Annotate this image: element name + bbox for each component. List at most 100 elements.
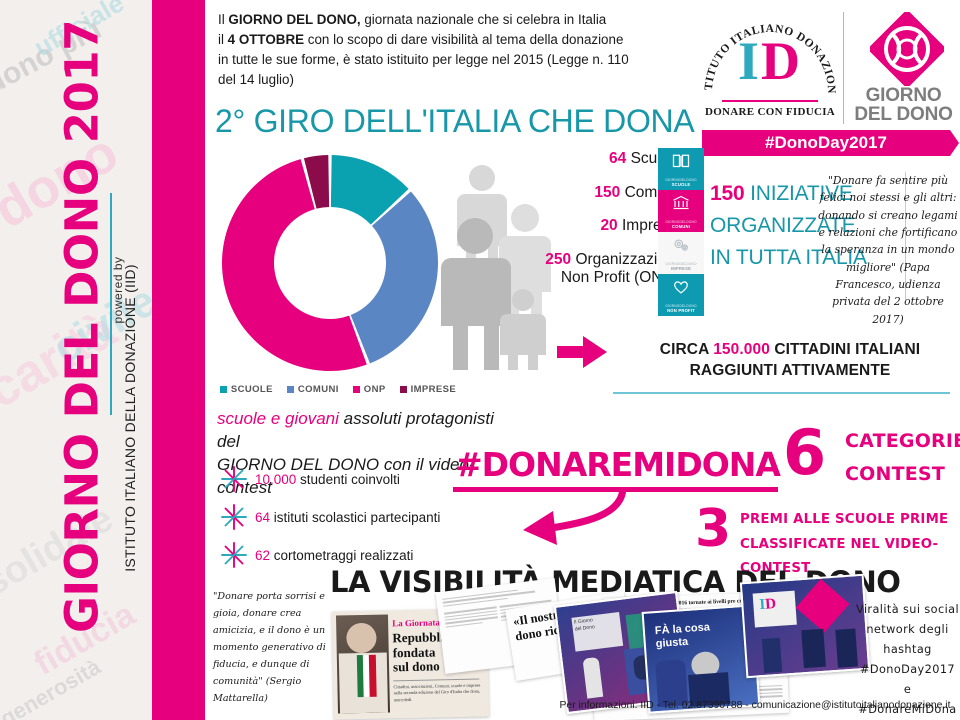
bullet-list: 10.000 studenti coinvolti 64 istituti sc… — [219, 460, 509, 574]
quote-papa-francesco: "Donare fa sentire più felici noi stessi… — [818, 174, 958, 326]
contest-three-l1: PREMI ALLE SCUOLE PRIME — [740, 512, 949, 527]
stat-row-comuni: 150 Comuni — [480, 184, 678, 203]
gdd-line2: DEL DONO — [854, 104, 953, 126]
contest-three-label: PREMI ALLE SCUOLE PRIME CLASSIFICATE NEL… — [740, 508, 960, 582]
star-burst-icon — [221, 466, 247, 492]
iniziative-line3: IN TUTTA ITALIA — [710, 245, 867, 269]
bullet-item: 62 cortometraggi realizzati — [219, 536, 509, 574]
stat-num-imprese: 20 — [600, 217, 618, 235]
tile-scuole: GIORNODELDONO SCUOLE — [658, 148, 704, 190]
legend-label: SCUOLE — [230, 384, 273, 395]
stat-num-scuole: 64 — [609, 150, 627, 167]
logo-block: ISTITUTO ITALIANO DONAZIONE I D DONARE C… — [700, 6, 959, 161]
contest-six-l2: CONTEST — [845, 463, 945, 486]
tile-nonprofit: GIORNODELDONO NON PROFIT — [658, 274, 704, 316]
accent-stripe — [152, 0, 205, 720]
circa-post: CITTADINI ITALIANI — [769, 341, 921, 358]
bullet-item: 10.000 studenti coinvolti — [219, 460, 509, 498]
circa-pre: CIRCA — [659, 341, 714, 358]
contest-six-l1: CATEGORIE — [845, 430, 960, 452]
arrow-right-icon — [557, 336, 607, 368]
tile-label-scuole: GIORNODELDONO SCUOLE — [665, 178, 697, 187]
circa-block: CIRCA 150.000 CITTADINI ITALIANI RAGGIUN… — [630, 340, 950, 382]
sidebar: dono più ufficiale dono carità civile so… — [0, 0, 152, 720]
intro-l1c: giornata nazionale che si celebra in Ita… — [360, 12, 607, 27]
intro-l1b: GIORNO DEL DONO, — [228, 12, 361, 27]
quote-mattarella: "Donare porta sorrisi e gioia, donare cr… — [213, 591, 326, 705]
main-content: Il GIORNO DEL DONO, giornata nazionale c… — [205, 0, 960, 720]
bullet-text: 62 cortometraggi realizzati — [255, 547, 414, 563]
legend-swatch — [352, 386, 360, 393]
intro-l2c: con lo scopo di dare visibilità al tema … — [304, 32, 624, 48]
gears-icon — [674, 239, 688, 251]
tile-label-comuni: GIORNODELDONO COMUNI — [665, 220, 697, 229]
photo-stage-wide: ID — [739, 573, 871, 679]
contest-three-l2: CLASSIFICATE NEL VIDEO-CONTEST — [740, 536, 939, 577]
tile-comuni: GIORNODELDONO COMUNI — [658, 190, 704, 232]
circa-divider — [613, 392, 950, 394]
diamond-flower-icon — [870, 12, 944, 86]
bullet-item: 64 istituti scolastici partecipanti — [219, 498, 509, 536]
donut-slice-scuole — [330, 155, 409, 225]
contest-three-number: 3 — [695, 499, 732, 559]
intro-paragraph: Il GIORNO DEL DONO, giornata nazionale c… — [218, 10, 698, 90]
stats-list: 64 Scuole 150 Comuni 20 Imprese 250 Orga… — [480, 150, 678, 303]
logo-letter-i: I — [738, 31, 760, 91]
page-title: 2° GIRO DELL'ITALIA CHE DONA — [215, 103, 695, 139]
legend-item-comuni: COMUNI — [286, 384, 339, 395]
legend-item-onp: ONP — [352, 384, 386, 395]
stat-num-comuni: 150 — [594, 183, 621, 201]
donut-slice-onp — [222, 159, 367, 371]
bullet-text: 64 istituti scolastici partecipanti — [255, 509, 441, 525]
stat-label-onp: Organizzazioni — [575, 250, 678, 268]
sidebar-divider — [110, 193, 112, 415]
legend-item-imprese: IMPRESE — [399, 384, 457, 395]
hashtag-donaremidona: #DONAREMIDONA — [455, 445, 781, 484]
sidebar-organization: ISTITUTO ITALIANO DELLA DONAZIONE (IID) — [122, 264, 138, 572]
stat-label-onp-2: Non Profit (ONP) — [560, 269, 678, 287]
chart-legend: SCUOLE COMUNI ONP IMPRESE — [218, 384, 458, 395]
gdd-brand: GIORNO DEL DONO — [852, 86, 955, 125]
gdd-line1: GIORNO — [865, 85, 942, 106]
icon-tiles: GIORNODELDONO SCUOLE GIORNODELDONO COMUN… — [658, 148, 704, 316]
intro-l1a: Il — [218, 12, 229, 27]
circa-number: 150.000 — [713, 341, 770, 358]
iniziative-number: 150 — [710, 182, 745, 205]
tile-label-imprese: GIORNODELDONO IMPRESE — [665, 262, 697, 271]
sidebar-title: GIORNO DEL DONO 2017 — [55, 19, 109, 634]
scuole-giovani-line: scuole e giovani assoluti protagonisti d… — [217, 408, 517, 500]
iniziative-line2: ORGANIZZATE — [710, 213, 856, 237]
legend-label: ONP — [363, 384, 386, 395]
donut-slice-comuni — [350, 191, 438, 364]
legend-item-scuole: SCUOLE — [219, 384, 273, 395]
hashtag-underline — [453, 487, 778, 492]
star-burst-icon — [221, 542, 247, 568]
heart-icon — [674, 281, 688, 294]
stat-num-onp: 250 — [545, 250, 572, 268]
scuole-giovani-rest: assoluti protagonisti del — [217, 409, 494, 451]
donut-slice-imprese — [303, 155, 330, 209]
iniziative-block: 150 INIZIATIVE ORGANIZZATE IN TUTTA ITAL… — [710, 178, 900, 274]
tile-label-nonprofit: GIORNODELDONO NON PROFIT — [665, 304, 697, 313]
clipping-body: Cittadini, associazioni, Comuni, scuole … — [393, 682, 481, 703]
photo-caption-fa: FÀ la cosa giusta — [654, 621, 711, 650]
contest-six-number: 6 — [783, 416, 827, 489]
donoday-banner: #DonoDay2017 — [702, 130, 959, 156]
intro-l3: in tutte le sue forme, è stato istituito… — [218, 52, 629, 68]
iid-logo: ISTITUTO ITALIANO DONAZIONE I D DONARE C… — [700, 6, 840, 128]
scuole-giovani-highlight: scuole e giovani — [217, 409, 339, 428]
legend-swatch — [286, 386, 294, 393]
tile-imprese: GIORNODELDONO IMPRESE — [658, 232, 704, 274]
iid-arc-text: ISTITUTO ITALIANO DONAZIONE — [700, 6, 837, 94]
stat-row-onp: 250 Organizzazioni Non Profit (ONP) — [480, 251, 678, 288]
footer-contact: Per informazioni: IID - Tel. 02.87390788… — [559, 700, 951, 711]
iniziative-divider — [905, 172, 906, 300]
book-icon — [672, 154, 690, 168]
logo-divider — [843, 12, 844, 124]
contest-six-label: CATEGORIE CONTEST — [845, 425, 960, 492]
donut-chart — [215, 148, 445, 378]
legend-swatch — [219, 386, 227, 393]
people-silhouettes-icon — [441, 165, 551, 370]
intro-l2a: il — [218, 32, 228, 48]
